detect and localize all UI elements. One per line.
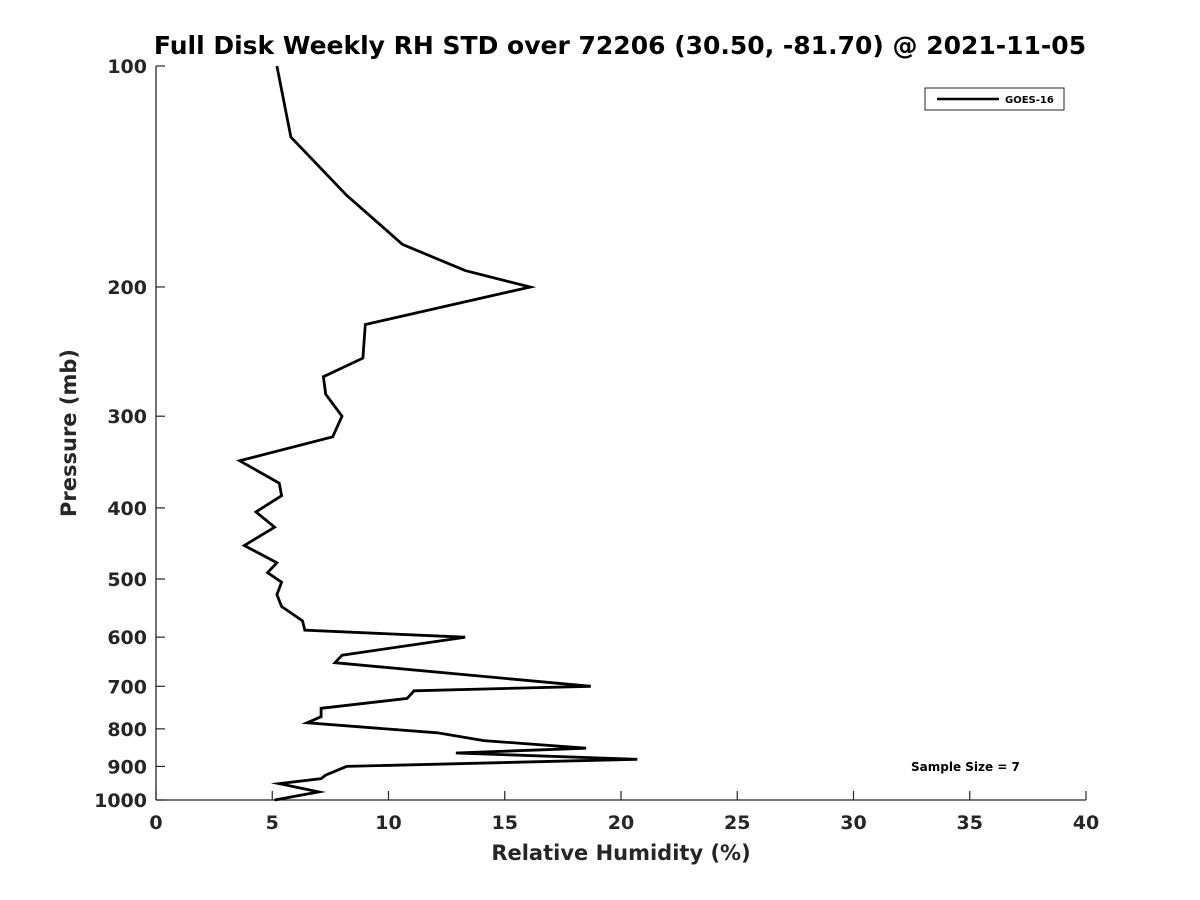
series-layer [235, 65, 638, 802]
y-tick-label: 1000 [94, 790, 147, 812]
x-tick-label: 30 [840, 812, 866, 834]
legend: GOES-16 [924, 87, 1065, 111]
sample-size-annotation: Sample Size = 7 [911, 760, 1020, 774]
x-tick-label: 25 [724, 812, 750, 834]
x-axis-label: Relative Humidity (%) [491, 841, 750, 865]
y-axis-ticks: 100 200 300 400 500 600 700 800 900 1000 [94, 56, 165, 812]
x-tick-label: 40 [1073, 812, 1099, 834]
x-tick-label: 10 [375, 812, 401, 834]
y-tick-label: 900 [107, 756, 147, 778]
x-tick-label: 35 [957, 812, 983, 834]
x-tick-label: 5 [266, 812, 279, 834]
y-tick-label: 600 [107, 627, 147, 649]
x-tick-label: 20 [608, 812, 634, 834]
x-tick-label: 0 [149, 812, 162, 834]
x-axis-ticks: 0 5 10 15 20 25 30 35 40 [149, 791, 1099, 834]
y-tick-label: 800 [107, 719, 147, 741]
y-tick-label: 100 [107, 56, 147, 78]
series-line-goes-16 [235, 65, 638, 802]
y-tick-label: 400 [107, 498, 147, 520]
y-tick-label: 500 [107, 569, 147, 591]
y-tick-label: 700 [107, 676, 147, 698]
plot-area [155, 66, 1086, 801]
chart-title: Full Disk Weekly RH STD over 72206 (30.5… [154, 31, 1086, 60]
x-tick-label: 15 [492, 812, 518, 834]
y-tick-label: 300 [107, 406, 147, 428]
legend-label-goes-16: GOES-16 [1005, 95, 1054, 106]
y-tick-label: 200 [107, 277, 147, 299]
y-axis-label: Pressure (mb) [57, 349, 81, 517]
